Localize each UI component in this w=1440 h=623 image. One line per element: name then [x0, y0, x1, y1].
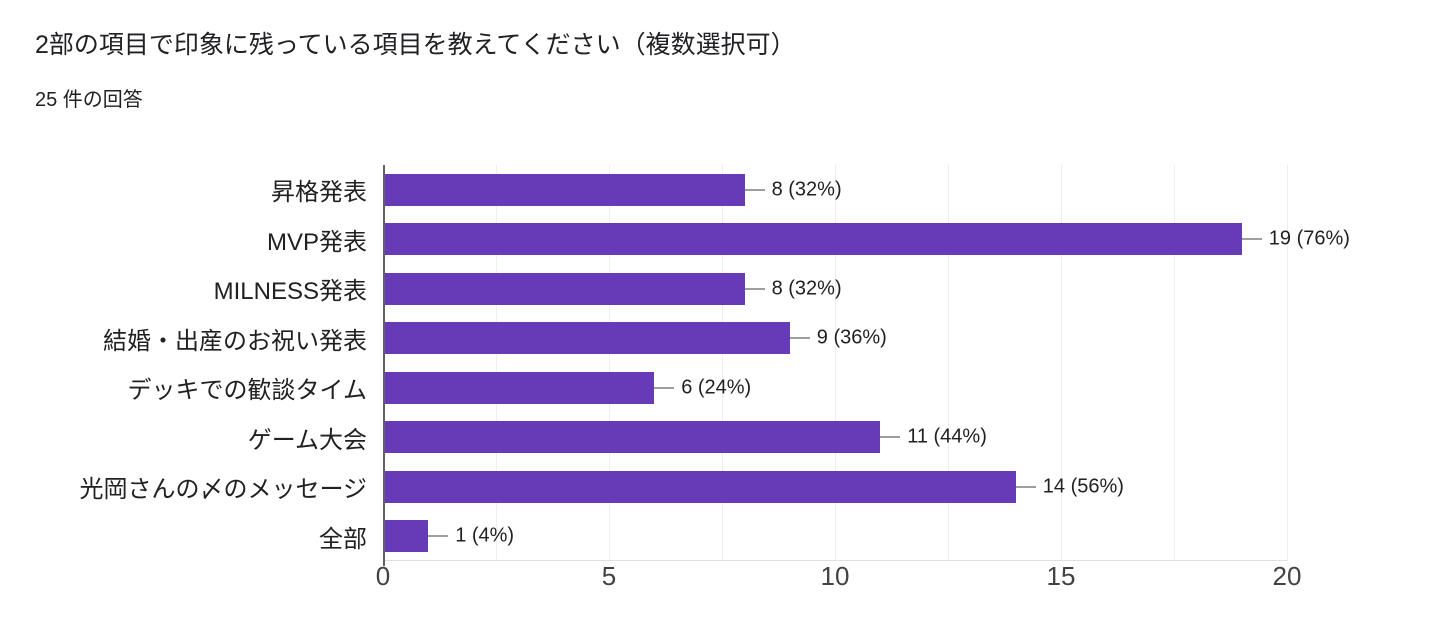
callout-line [880, 436, 901, 439]
callout-line [744, 188, 765, 191]
callout-line [744, 287, 765, 290]
x-tick-label: 0 [375, 561, 391, 591]
gridline [835, 165, 836, 561]
callout-line [654, 386, 675, 389]
value-label: 8 (32%) [771, 178, 842, 201]
gridline [609, 165, 610, 561]
bar[interactable] [383, 173, 745, 206]
chart-row: 8 (32%) [383, 264, 1287, 314]
gridline [496, 165, 497, 561]
x-axis-ticks: 0 5 10 15 20 [376, 561, 1302, 603]
chart-row: 19 (76%) [383, 215, 1350, 265]
chart-row: 9 (36%) [383, 314, 1287, 364]
bar[interactable] [383, 371, 655, 404]
bar[interactable] [383, 470, 1016, 503]
category-label: MILNESS発表 [213, 278, 367, 306]
plot-area: 8 (32%) 19 (76%) 8 (32%) 9 (36%) 6 (24%) 11 (… [383, 165, 1350, 566]
category-label: MVP発表 [266, 228, 367, 256]
value-label: 14 (56%) [1042, 475, 1124, 498]
x-tick-label: 10 [820, 561, 850, 591]
x-axis-baseline [383, 560, 1287, 561]
question-title: 2部の項目で印象に残っている項目を教えてください（複数選択可） [35, 31, 796, 59]
gridline [1061, 165, 1062, 561]
callout-line [1015, 485, 1036, 488]
x-tick-label: 5 [601, 561, 617, 591]
category-label: デッキでの歓談タイム [127, 377, 367, 405]
chart-row: 8 (32%) [383, 165, 1287, 215]
value-label: 11 (44%) [907, 425, 987, 448]
category-label: 光岡さんの〆のメッセージ [79, 476, 367, 504]
value-label: 19 (76%) [1268, 227, 1350, 250]
gridline [948, 165, 949, 561]
x-tick-label: 15 [1046, 561, 1076, 591]
gridline [1174, 165, 1175, 561]
chart-row: 11 (44%) [383, 413, 1287, 463]
gridline [1287, 165, 1288, 561]
category-label: ゲーム大会 [247, 426, 367, 454]
callout-line [1241, 238, 1262, 241]
value-label: 9 (36%) [816, 326, 887, 349]
response-count: 25 件の回答 [35, 89, 143, 111]
bar[interactable] [383, 322, 790, 355]
bar-rows: 8 (32%) 19 (76%) 8 (32%) 9 (36%) 6 (24%) 11 (… [383, 165, 1350, 562]
category-label: 結婚・出産のお祝い発表 [103, 327, 367, 355]
category-labels-column: 昇格発表 MVP発表 MILNESS発表結婚・出産のお祝い発表デッキでの歓談タイムゲ… [0, 165, 383, 561]
callout-line [428, 535, 449, 538]
chart-row: 6 (24%) [383, 363, 1287, 413]
bar[interactable] [383, 421, 881, 454]
value-label: 1 (4%) [455, 524, 515, 547]
chart-row: 14 (56%) [383, 462, 1287, 512]
value-label: 6 (24%) [681, 376, 752, 399]
x-tick-label: 20 [1272, 561, 1302, 591]
y-axis-line [383, 165, 385, 566]
callout-line [789, 337, 810, 340]
gridline [722, 165, 723, 561]
bar[interactable] [383, 223, 1242, 256]
chart-row: 1 (4%) [383, 512, 1287, 562]
bar-chart: 昇格発表 MVP発表 MILNESS発表結婚・出産のお祝い発表デッキでの歓談タイムゲ… [0, 165, 1350, 566]
category-label: 昇格発表 [271, 179, 367, 207]
bar[interactable] [383, 520, 429, 553]
category-label: 全部 [319, 525, 367, 553]
bar[interactable] [383, 272, 745, 305]
value-label: 8 (32%) [771, 277, 842, 300]
